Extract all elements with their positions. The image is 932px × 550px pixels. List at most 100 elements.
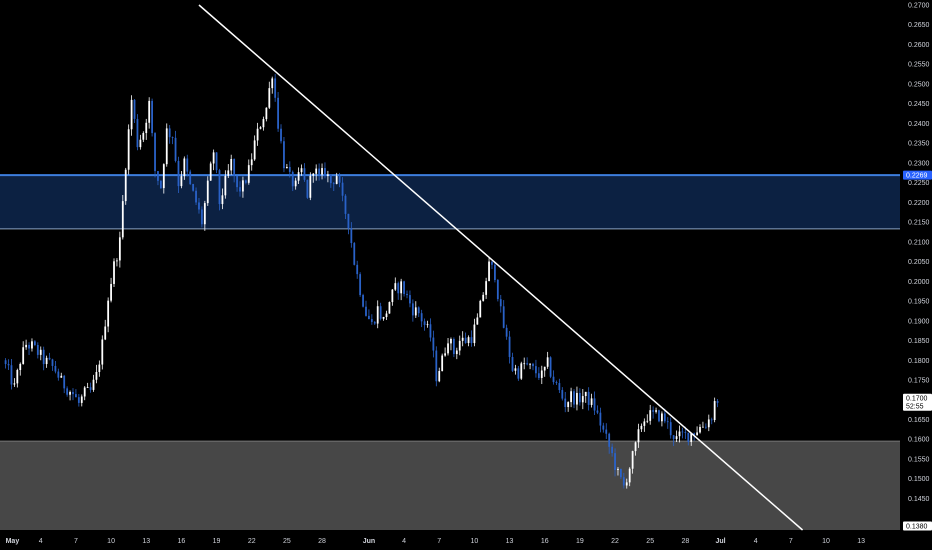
candle-body [473, 324, 476, 344]
candle-body [98, 364, 101, 373]
candle-body [508, 336, 511, 358]
candle-body [236, 175, 238, 188]
candle-body [411, 303, 414, 316]
candle-body [631, 451, 634, 469]
price-label-text: 0.1380 [906, 524, 928, 531]
candle-body [130, 99, 133, 130]
candle-body [658, 410, 660, 422]
candle-body [581, 396, 584, 403]
candle-body [455, 350, 458, 355]
candle-body [113, 261, 115, 284]
candle-body [332, 183, 335, 184]
candle-body [467, 337, 470, 344]
price-tick-label: 0.2200 [908, 200, 930, 207]
candle-body [672, 435, 675, 440]
candle-body [280, 128, 282, 142]
candle-body [297, 172, 300, 181]
candle-body [537, 373, 540, 378]
candle-body [520, 363, 523, 379]
candle-body [10, 365, 13, 385]
candle-body [517, 368, 520, 379]
candle-body [159, 180, 162, 189]
candle-body [543, 366, 546, 371]
candle-body [107, 300, 110, 327]
date-tick-label: 10 [822, 538, 830, 545]
candle-body [511, 357, 514, 371]
candle-body [564, 398, 567, 408]
candle-body [162, 164, 165, 189]
candle-body [620, 468, 622, 478]
candle-body [347, 213, 350, 229]
candle-body [696, 432, 698, 436]
candle-body [283, 141, 285, 169]
candle-body [485, 281, 488, 295]
candle-body [36, 344, 39, 355]
candle-body [16, 370, 19, 384]
price-tick-label: 0.2050 [908, 259, 930, 266]
candle-body [274, 78, 277, 98]
candle-body [291, 171, 294, 187]
price-tick-label: 0.2450 [908, 101, 930, 108]
candle-body [63, 375, 66, 389]
price-label-bg [903, 170, 932, 180]
candle-body [192, 184, 195, 191]
candle-body [95, 372, 98, 380]
candle-body [92, 379, 95, 390]
candle-body [25, 344, 28, 348]
candle-body [133, 99, 136, 119]
candle-body [201, 209, 203, 225]
date-tick-label: 22 [611, 538, 619, 545]
candle-body [324, 168, 326, 176]
date-tick-label: 10 [107, 538, 115, 545]
candle-body [675, 436, 678, 440]
candle-body [218, 170, 221, 205]
candle-body [423, 321, 426, 325]
zones-layer [0, 174, 900, 530]
candle-body [482, 294, 485, 301]
candle-body [476, 317, 479, 325]
candle-body [707, 419, 710, 428]
candle-body [452, 338, 455, 355]
candle-body [634, 442, 637, 452]
candle-body [312, 173, 315, 176]
candle-body [80, 396, 83, 403]
candle-body [177, 160, 180, 187]
date-tick-label: 28 [318, 538, 326, 545]
candle-body [69, 391, 71, 395]
candle-body [19, 363, 22, 371]
candle-body [409, 295, 411, 304]
candle-body [262, 119, 265, 128]
candle-body [165, 128, 168, 165]
price-tick-label: 0.2650 [908, 22, 930, 29]
candle-body [646, 420, 649, 422]
candle-body [359, 274, 362, 296]
price-label-text: 0.2269 [906, 173, 928, 180]
candle-body [526, 363, 529, 365]
candle-body [444, 353, 446, 356]
candle-body [561, 390, 564, 399]
candle-body [344, 195, 347, 214]
candle-body [693, 433, 696, 436]
price-tick-label: 0.1900 [908, 318, 930, 325]
candle-body [303, 168, 306, 180]
price-axis[interactable]: 0.2700 0.2650 0.2600 0.2550 0.2500 0.2450 0.24… [908, 3, 930, 503]
candle-body [22, 347, 25, 364]
candle-body [306, 179, 309, 198]
date-tick-label: Jun [363, 538, 375, 545]
price-tick-label: 0.2150 [908, 220, 930, 227]
candle-body [60, 375, 63, 378]
candle-body [614, 453, 616, 470]
candles-layer [4, 73, 719, 489]
date-tick-label: 7 [74, 538, 78, 545]
candle-body [420, 313, 423, 322]
candle-body [669, 422, 672, 436]
candle-body [505, 327, 508, 337]
time-axis[interactable]: May 4 7 10 13 16 19 22 25 28 Jun 4 7 10 13 16 19 22 25 28 Ju… [6, 538, 866, 545]
candle-body [127, 129, 130, 170]
candle-body [414, 307, 417, 316]
candle-body [649, 410, 652, 421]
candle-body [523, 363, 526, 365]
candle-body [663, 413, 666, 422]
candle-body [148, 100, 151, 123]
